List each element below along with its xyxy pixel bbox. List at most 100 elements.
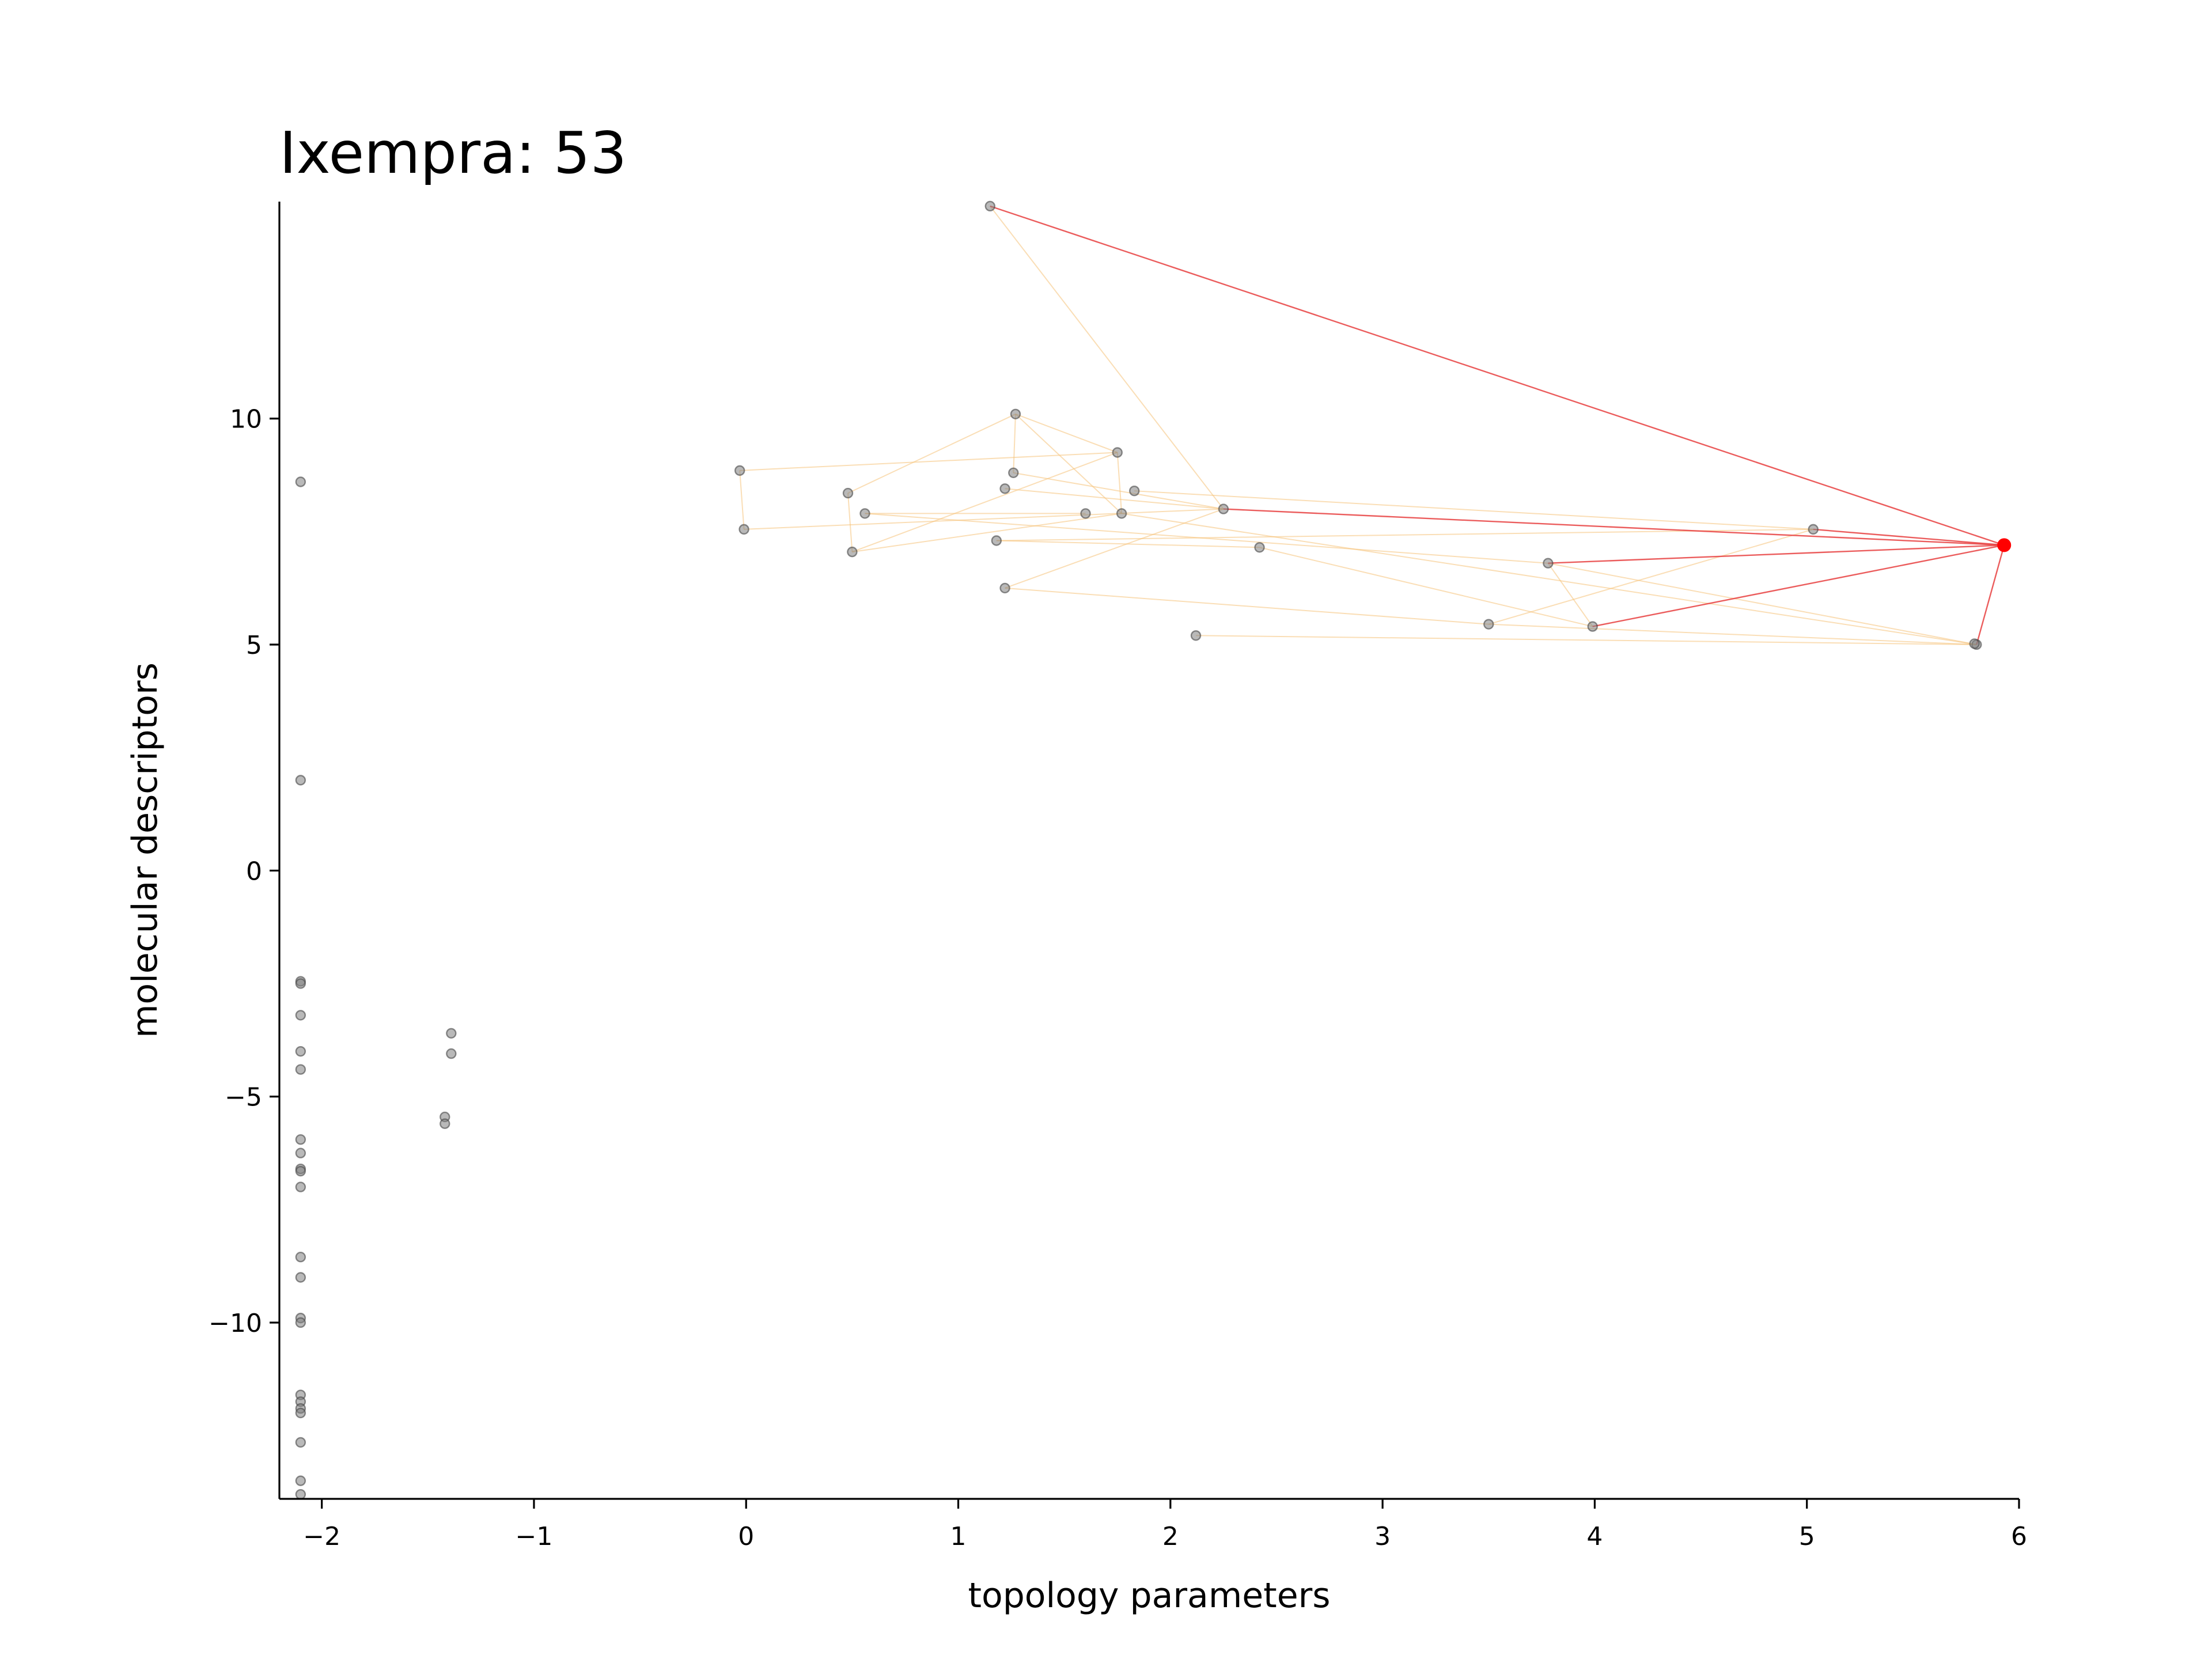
neighbor-edge (1005, 508, 1224, 589)
scatter-point (1129, 485, 1140, 497)
neighbor-edge (1013, 414, 1016, 473)
neighbor-edge (1488, 528, 1814, 625)
y-tick-label: 0 (246, 857, 262, 886)
scatter-point (295, 1165, 306, 1177)
scatter-point (991, 535, 1002, 546)
neighbor-edge (1488, 623, 1977, 645)
scatter-point (295, 1475, 306, 1486)
scatter-point (295, 1181, 306, 1192)
scatter-point (1112, 447, 1123, 458)
scatter-point (295, 1046, 306, 1057)
x-tick-label: 1 (950, 1522, 967, 1551)
scatter-point (446, 1048, 457, 1059)
neighbor-edge (744, 508, 1224, 530)
neighbor-edge (1013, 472, 1224, 510)
y-tick-label: 10 (230, 405, 262, 434)
x-axis-label: topology parameters (968, 1575, 1330, 1616)
y-tick-label: 5 (246, 631, 262, 660)
scatter-point (1969, 638, 1980, 649)
highlight-edge (1976, 545, 2005, 645)
x-tick-label: 6 (2011, 1522, 2027, 1551)
scatter-point (295, 1064, 306, 1075)
scatter-point (295, 1488, 306, 1500)
scatter-point (999, 582, 1010, 594)
scatter-point (1010, 408, 1021, 419)
scatter-point (295, 1437, 306, 1448)
neighbor-edges-group (739, 206, 1977, 645)
scatter-point (738, 524, 749, 535)
neighbor-edge (1547, 563, 1593, 627)
scatter-point (1080, 508, 1091, 519)
x-tick-label: 5 (1799, 1522, 1815, 1551)
scatter-point (1808, 524, 1819, 535)
neighbor-edge (847, 413, 1016, 494)
scatter-point (859, 508, 870, 519)
x-tick-label: −2 (303, 1522, 340, 1551)
neighbor-edge (1005, 488, 1224, 510)
highlight-edges-group (990, 205, 2005, 645)
scatter-point (295, 1317, 306, 1328)
scatter-point (1587, 621, 1598, 632)
scatter-point (295, 1134, 306, 1145)
scatter-point (295, 1407, 306, 1419)
neighbor-edge (1116, 452, 1123, 514)
scatter-point (1116, 508, 1127, 519)
y-axis-label: molecular descriptors (125, 662, 165, 1038)
highlight-point-group (1997, 538, 2012, 552)
scatter-point (295, 1272, 306, 1283)
neighbor-edge (1015, 413, 1118, 453)
scatter-point (295, 476, 306, 487)
scatter-point (1254, 542, 1265, 553)
scatter-point (295, 775, 306, 786)
scatter-point (1483, 619, 1494, 630)
scatter-point (999, 483, 1010, 494)
highlight-edge (1592, 544, 2005, 627)
neighbor-edge (740, 452, 1118, 471)
x-axis-ticks: −2 −1 0 1 2 3 4 5 6 (303, 1499, 2027, 1551)
scatter-point (295, 1147, 306, 1158)
x-tick-label: 3 (1374, 1522, 1391, 1551)
chart-title: Ixempra: 53 (279, 119, 627, 187)
neighbor-edge (847, 493, 853, 552)
scatter-point (446, 1028, 457, 1039)
scatter-point (847, 546, 858, 558)
highlight-edge (1223, 508, 2005, 546)
scatter-point (1218, 503, 1229, 514)
neighbor-edge (852, 452, 1118, 553)
y-tick-label: −10 (209, 1309, 262, 1338)
neighbor-edge (989, 206, 1224, 510)
scatter-point (295, 1252, 306, 1263)
scatter-point (734, 465, 745, 476)
y-axis-ticks: −10 −5 0 5 10 (209, 405, 279, 1338)
scatter-point (440, 1118, 450, 1129)
neighbor-edge (1005, 587, 1489, 625)
y-tick-label: −5 (225, 1083, 262, 1112)
scatter-point (842, 487, 854, 499)
scatter-point (984, 200, 995, 212)
scatter-point (1543, 558, 1554, 569)
scatter-point (295, 978, 306, 989)
x-tick-label: −1 (516, 1522, 553, 1551)
neighbor-edge (1259, 547, 1593, 627)
highlight-edge (1548, 544, 2005, 564)
neighbor-edge (1121, 513, 1977, 645)
x-tick-label: 0 (738, 1522, 754, 1551)
neighbor-edge (1196, 635, 1977, 645)
neighbor-edge (996, 528, 1813, 541)
neighbor-edge (739, 470, 745, 529)
points-group (295, 200, 1982, 1500)
highlight-edge (1813, 528, 2005, 546)
scatter-point (1190, 630, 1202, 641)
neighbor-edge (865, 513, 1548, 564)
neighbor-edge (852, 513, 1122, 553)
highlight-point (1997, 538, 2012, 552)
neighbor-edge (1548, 562, 1977, 645)
x-tick-label: 2 (1162, 1522, 1179, 1551)
neighbor-edge (1134, 490, 1813, 530)
scatter-point (295, 1010, 306, 1021)
scatter-point (1008, 467, 1019, 479)
neighbor-edge (1015, 414, 1122, 514)
x-tick-label: 4 (1586, 1522, 1603, 1551)
highlight-edge (990, 205, 2005, 546)
